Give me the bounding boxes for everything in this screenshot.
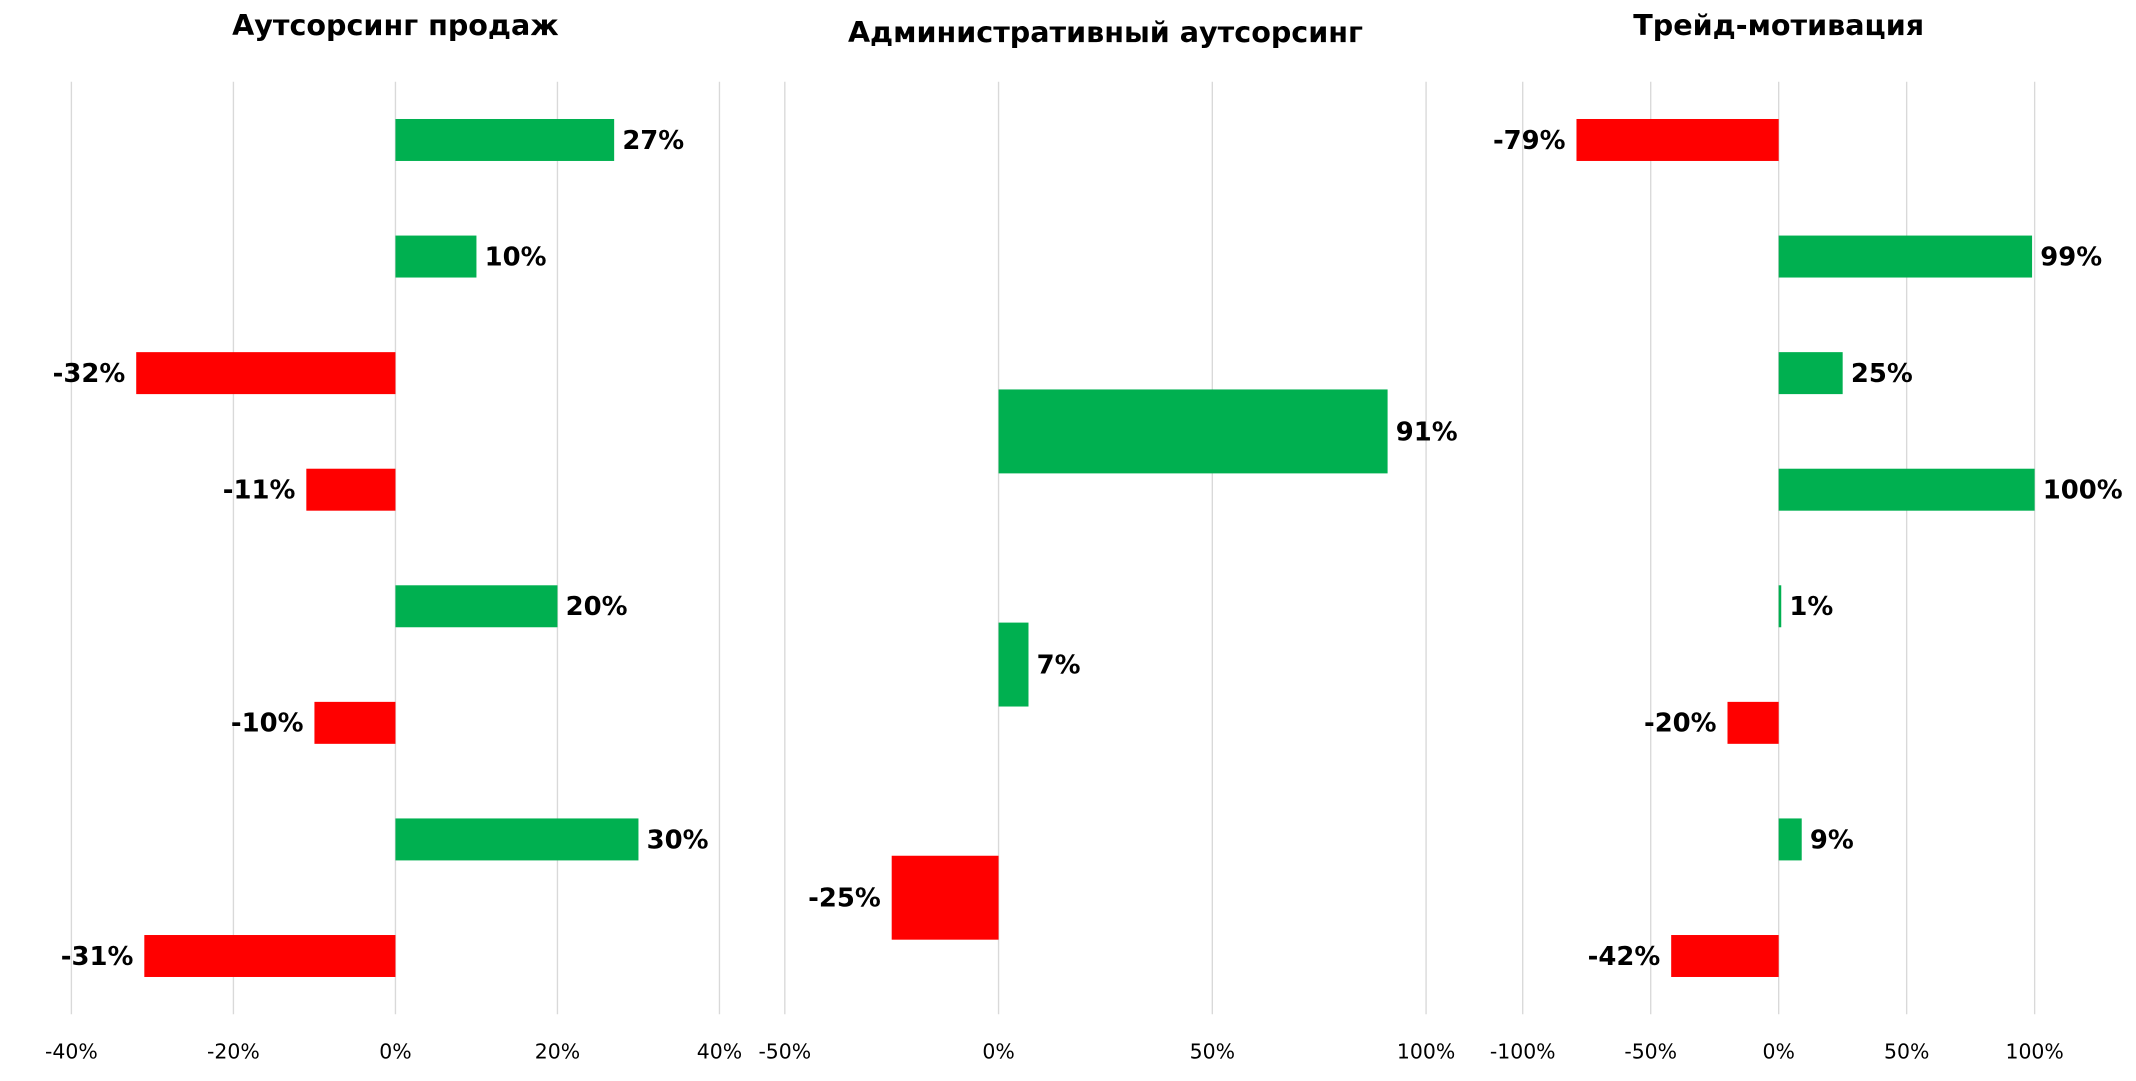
data-label: -20% <box>1644 709 1717 739</box>
bar <box>998 389 1388 474</box>
x-tick-label: 50% <box>1884 1039 1929 1063</box>
bar <box>891 855 999 940</box>
x-tick-label: 50% <box>1190 1039 1235 1063</box>
x-tick-label: 0% <box>982 1039 1014 1063</box>
bar <box>1778 352 1843 395</box>
x-tick-label: -50% <box>1624 1039 1677 1063</box>
data-label: -79% <box>1493 126 1566 156</box>
bar <box>395 585 558 628</box>
bar <box>1576 118 1779 161</box>
x-tick-label: 0% <box>379 1039 411 1063</box>
bar <box>314 701 396 744</box>
x-tick-label: 100% <box>2005 1039 2063 1063</box>
x-tick-label: 100% <box>1397 1039 1455 1063</box>
x-tick-label: -50% <box>758 1039 811 1063</box>
bar <box>1778 585 1782 628</box>
data-label: 30% <box>647 825 709 855</box>
data-label: -31% <box>61 942 134 972</box>
bar <box>998 622 1029 707</box>
data-label: -25% <box>808 884 881 914</box>
x-tick-label: -100% <box>1490 1039 1556 1063</box>
bar <box>1778 818 1802 861</box>
bar <box>395 818 639 861</box>
chart-title: Административный аутсорсинг <box>848 15 1363 49</box>
data-label: 91% <box>1396 417 1458 447</box>
bar <box>1778 468 2035 511</box>
chart-title: Аутсорсинг продаж <box>232 8 559 42</box>
bar <box>1778 235 2033 278</box>
bar <box>144 935 396 977</box>
data-label: 25% <box>1851 359 1913 389</box>
data-label: 99% <box>2040 242 2102 272</box>
data-label: 10% <box>485 242 547 272</box>
x-tick-label: -40% <box>45 1039 98 1063</box>
data-label: -11% <box>223 476 296 506</box>
data-label: 7% <box>1037 650 1081 680</box>
data-label: 20% <box>566 592 628 622</box>
x-tick-label: 40% <box>697 1039 742 1063</box>
data-label: 1% <box>1789 592 1833 622</box>
data-label: -42% <box>1588 942 1661 972</box>
data-label: 9% <box>1810 825 1854 855</box>
bar <box>395 118 615 161</box>
bar <box>1727 701 1779 744</box>
bar <box>306 468 396 511</box>
bar <box>136 352 396 395</box>
x-tick-label: 20% <box>535 1039 580 1063</box>
bar <box>395 235 477 278</box>
bar <box>1671 935 1779 977</box>
x-tick-label: 0% <box>1762 1039 1794 1063</box>
x-tick-label: -20% <box>207 1039 260 1063</box>
data-label: 100% <box>2043 476 2123 506</box>
data-label: -10% <box>231 709 304 739</box>
data-label: -32% <box>53 359 126 389</box>
data-label: 27% <box>622 126 684 156</box>
chart-title: Трейд-мотивация <box>1633 8 1924 42</box>
